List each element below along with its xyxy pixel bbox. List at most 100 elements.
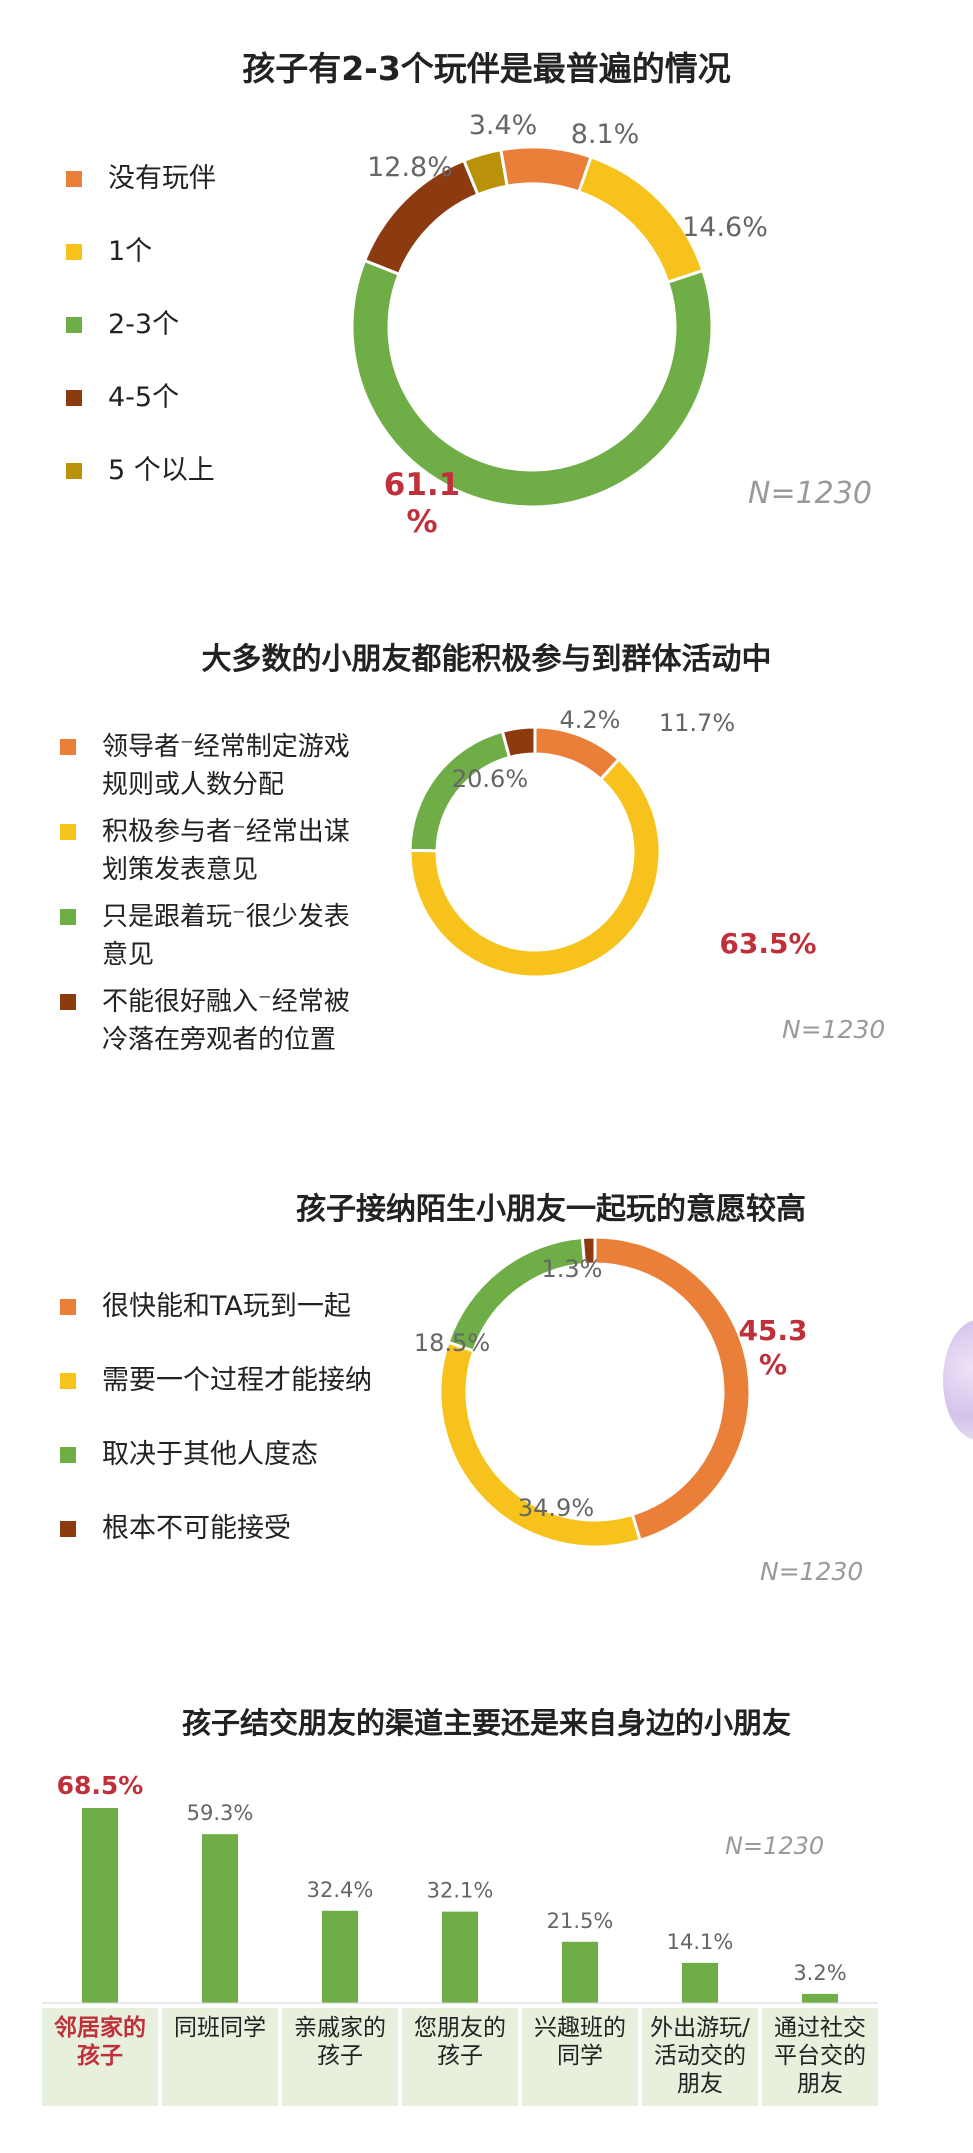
donut-slice <box>500 725 537 760</box>
legend-label: 只是跟着玩⁻很少发表 意见 <box>102 902 350 970</box>
chart-panel-playmates: 孩子有2-3个玩伴是最普遍的情况 没有玩伴 1个 2-3个 4-5个 5 个以上 8.1… <box>0 0 973 600</box>
legend-swatch <box>60 824 76 840</box>
legend-item: 很快能和TA玩到一起 <box>60 1288 351 1326</box>
category-cell <box>282 2008 398 2106</box>
donut-slice <box>593 1235 752 1543</box>
donut-chart: 11.7% 63.5% 20.6% 4.2% <box>408 706 817 979</box>
slice-value-label: 11.7% <box>659 709 735 737</box>
legend-label: 2-3个 <box>108 309 180 340</box>
bar-value-label: 14.1% <box>667 1930 734 1954</box>
donut-chart: 8.1% 14.6% 61.1 % 12.8% 3.4% <box>350 110 768 540</box>
chart-panel-participation: 大多数的小朋友都能积极参与到群体活动中 领导者⁻经常制定游戏 规则或人数分配 积极参… <box>0 600 973 1120</box>
legend-swatch <box>60 1373 76 1389</box>
slice-value-label: 3.4% <box>469 110 538 141</box>
donut-slice <box>499 145 593 194</box>
slice-value-label: 18.5% <box>414 1329 490 1357</box>
chart-panel-friend-channels: 孩子结交朋友的渠道主要还是来自身边的小朋友 68.5% 邻居家的孩子 59.3% 同班… <box>0 1660 973 2153</box>
bar <box>562 1941 598 2003</box>
bar <box>442 1911 478 2003</box>
slice-value-label: 20.6% <box>452 765 528 793</box>
legend-item: 根本不可能接受 <box>60 1510 291 1548</box>
category-label: 您朋友的孩子 <box>414 2015 506 2069</box>
category-cell <box>762 2008 878 2106</box>
sample-size-label: N=1230 <box>725 1832 825 1860</box>
chart-title: 孩子接纳陌生小朋友一起玩的意愿较高 <box>296 1192 806 1227</box>
legend-label: 4-5个 <box>108 382 180 413</box>
donut-slice <box>350 258 714 509</box>
legend-item: 取决于其他人度态 <box>60 1436 318 1474</box>
legend-label: 很快能和TA玩到一起 <box>102 1291 351 1322</box>
bar-chart: 68.5% 邻居家的孩子 59.3% 同班同学 32.4% 亲戚家的孩子 32.1% 您朋友的… <box>42 1771 878 2106</box>
category-label: 同班同学 <box>174 2015 266 2041</box>
legend-swatch <box>66 171 82 187</box>
legend-swatch <box>60 1299 76 1315</box>
legend-label: 领导者⁻经常制定游戏 规则或人数分配 <box>102 732 350 800</box>
legend-swatch <box>66 390 82 406</box>
slice-value-label: 63.5% <box>719 927 816 960</box>
donut-slice <box>580 1235 597 1267</box>
slice-value-label: 8.1% <box>571 119 640 150</box>
sample-size-label: N=1230 <box>760 1557 864 1586</box>
legend-item: 不能很好融入⁻经常被 冷落在旁观者的位置 <box>60 983 350 1059</box>
sample-size-label: N=1230 <box>782 1015 886 1044</box>
bar <box>82 1808 118 2003</box>
slice-value-label: 45.3% <box>738 1314 807 1381</box>
slice-value-label: 34.9% <box>518 1494 594 1522</box>
category-label: 外出游玩/活动交的朋友 <box>650 2015 750 2097</box>
bar-value-label: 32.1% <box>427 1879 494 1903</box>
legend-swatch <box>66 463 82 479</box>
legend-label: 积极参与者⁻经常出谋 划策发表意见 <box>102 817 350 885</box>
legend-swatch <box>66 244 82 260</box>
legend-swatch <box>60 739 76 755</box>
legend-label: 1个 <box>108 236 153 267</box>
legend-item: 没有玩伴 <box>66 160 216 198</box>
legend-item: 领导者⁻经常制定游戏 规则或人数分配 <box>60 728 350 804</box>
legend-label: 需要一个过程才能接纳 <box>102 1365 372 1396</box>
category-label: 邻居家的孩子 <box>54 2014 146 2069</box>
chart-title: 大多数的小朋友都能积极参与到群体活动中 <box>201 642 772 677</box>
bar-value-label: 59.3% <box>187 1801 254 1825</box>
legend-item: 2-3个 <box>66 306 179 344</box>
legend-label: 取决于其他人度态 <box>102 1439 318 1470</box>
legend-item: 4-5个 <box>66 379 179 417</box>
legend-item: 1个 <box>66 233 152 271</box>
legend-label: 不能很好融入⁻经常被 冷落在旁观者的位置 <box>102 987 350 1055</box>
slice-value-label: 14.6% <box>682 212 768 243</box>
chart-panel-acceptance: 孩子接纳陌生小朋友一起玩的意愿较高 很快能和TA玩到一起 需要一个过程才能接纳 取决… <box>0 1120 973 1660</box>
bar <box>202 1834 238 2003</box>
category-cell <box>522 2008 638 2106</box>
legend-swatch <box>60 1447 76 1463</box>
bar-value-label: 68.5% <box>57 1771 144 1800</box>
category-cell <box>402 2008 518 2106</box>
category-cell <box>642 2008 758 2106</box>
donut-slice <box>461 147 509 197</box>
bar-value-label: 21.5% <box>547 1909 614 1933</box>
bar-value-label: 32.4% <box>307 1878 374 1902</box>
category-label: 亲戚家的孩子 <box>294 2015 386 2069</box>
legend-swatch <box>60 909 76 925</box>
chart-title: 孩子结交朋友的渠道主要还是来自身边的小朋友 <box>181 1706 791 1740</box>
legend-item: 只是跟着玩⁻很少发表 意见 <box>60 898 350 974</box>
legend-label: 5 个以上 <box>108 455 215 486</box>
chart-title: 孩子有2-3个玩伴是最普遍的情况 <box>242 49 731 88</box>
slice-value-label: 4.2% <box>560 706 621 734</box>
legend-item: 需要一个过程才能接纳 <box>60 1362 372 1400</box>
legend-item: 5 个以上 <box>66 452 215 490</box>
legend-label: 根本不可能接受 <box>102 1513 291 1544</box>
slice-value-label: 1.3% <box>542 1255 603 1283</box>
legend-label: 没有玩伴 <box>108 163 216 194</box>
bar <box>322 1910 358 2003</box>
legend-swatch <box>60 994 76 1010</box>
slice-value-label: 12.8% <box>367 152 453 183</box>
sample-size-label: N=1230 <box>748 476 872 511</box>
legend-swatch <box>66 317 82 333</box>
category-label: 兴趣班的同学 <box>534 2015 626 2069</box>
category-label: 通过社交平台交的朋友 <box>774 2015 866 2097</box>
category-cell <box>162 2008 278 2106</box>
legend-item: 积极参与者⁻经常出谋 划策发表意见 <box>60 813 350 889</box>
donut-chart: 45.3 % 34.9% 18.5% 1.3% <box>414 1235 808 1549</box>
donut-slice <box>408 757 662 979</box>
legend-swatch <box>60 1521 76 1537</box>
slice-value-label: 61.1% <box>384 467 461 540</box>
category-cell <box>42 2008 158 2106</box>
